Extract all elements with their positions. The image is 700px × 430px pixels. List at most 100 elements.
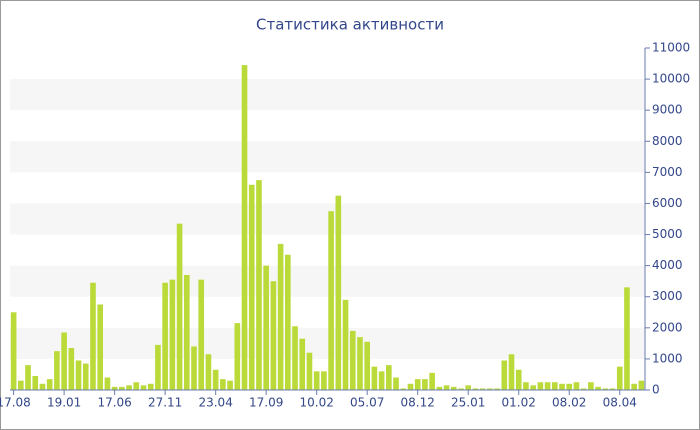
bar: [147, 383, 154, 390]
bar: [544, 382, 551, 390]
y-tick-label: 5000: [652, 227, 683, 241]
bar: [393, 377, 399, 390]
bar: [162, 282, 168, 390]
bar: [386, 365, 392, 390]
y-tick-label: 11000: [652, 41, 690, 55]
bar: [18, 380, 24, 390]
y-tick-label: 0: [652, 383, 660, 397]
bar: [371, 366, 378, 390]
bar: [155, 344, 161, 390]
y-tick-label: 1000: [652, 351, 683, 365]
bar: [566, 383, 573, 390]
bar: [119, 386, 125, 390]
bar: [537, 382, 544, 390]
bar: [458, 388, 464, 390]
bar: [573, 382, 580, 390]
bar: [479, 388, 486, 390]
bar: [306, 352, 313, 390]
y-tick-label: 3000: [652, 289, 683, 303]
bar: [104, 377, 111, 390]
bar: [32, 376, 39, 390]
bar: [508, 354, 515, 390]
x-tick-label: 17.06: [97, 396, 131, 410]
bar: [270, 281, 277, 390]
x-tick-label: 05.07: [350, 396, 384, 410]
grid-band: [10, 141, 645, 173]
bar: [234, 323, 241, 390]
bar: [90, 282, 96, 390]
bar: [631, 383, 637, 390]
bar: [638, 380, 645, 390]
bar: [450, 386, 457, 390]
bar: [364, 341, 371, 390]
grid-band: [10, 327, 645, 359]
bar: [68, 348, 75, 390]
bar: [378, 371, 385, 390]
bar: [82, 363, 89, 390]
bar: [616, 366, 623, 390]
bar: [609, 388, 616, 390]
bar: [443, 385, 450, 390]
bar: [284, 254, 291, 390]
bar: [75, 360, 82, 390]
x-tick-label: 19.01: [47, 396, 81, 410]
bar: [349, 330, 356, 390]
bar: [299, 338, 306, 390]
bar: [220, 379, 226, 390]
bar: [422, 379, 428, 390]
grid-band: [10, 79, 645, 111]
bar: [429, 372, 435, 390]
bar: [10, 312, 17, 390]
bar: [126, 385, 132, 390]
bar: [61, 332, 67, 390]
bar: [515, 369, 522, 390]
bar: [97, 304, 104, 390]
y-tick-label: 7000: [652, 165, 683, 179]
bar: [292, 326, 298, 390]
y-tick-label: 8000: [652, 134, 683, 148]
y-tick-label: 9000: [652, 103, 683, 117]
bar: [321, 371, 327, 390]
bar: [169, 279, 176, 390]
y-tick-label: 10000: [652, 72, 690, 86]
bar: [227, 380, 233, 390]
y-tick-label: 4000: [652, 258, 683, 272]
x-tick-label: 08.04: [603, 396, 637, 410]
bar: [241, 65, 248, 390]
x-tick-label: 23.04: [198, 396, 232, 410]
x-tick-label: 08.02: [552, 396, 586, 410]
bar: [205, 354, 212, 390]
x-tick-label: 08.12: [401, 396, 435, 410]
bar: [46, 379, 53, 390]
y-tick-label: 2000: [652, 320, 683, 334]
grid-band: [10, 265, 645, 297]
bar: [551, 382, 558, 390]
bar: [400, 388, 407, 390]
bar: [335, 195, 342, 390]
bar: [487, 388, 493, 390]
bar: [176, 223, 183, 390]
bar: [530, 385, 536, 390]
bar: [624, 287, 630, 390]
bar: [414, 379, 421, 390]
y-tick-label: 6000: [652, 196, 683, 210]
bar: [472, 388, 479, 390]
bar: [342, 299, 349, 390]
bar: [595, 386, 601, 390]
bar: [256, 180, 262, 390]
bar: [602, 388, 609, 390]
bar: [559, 383, 565, 390]
bar: [133, 382, 140, 390]
bar: [328, 211, 334, 390]
bar: [212, 369, 219, 390]
x-tick-label: 27.11: [148, 396, 182, 410]
grid-band: [10, 203, 645, 235]
bar: [140, 385, 147, 390]
x-tick-label: 17.08: [0, 396, 31, 410]
x-tick-label: 17.09: [249, 396, 283, 410]
bar: [523, 382, 529, 390]
bar: [183, 274, 190, 390]
bar: [407, 383, 414, 390]
bar: [248, 184, 255, 390]
